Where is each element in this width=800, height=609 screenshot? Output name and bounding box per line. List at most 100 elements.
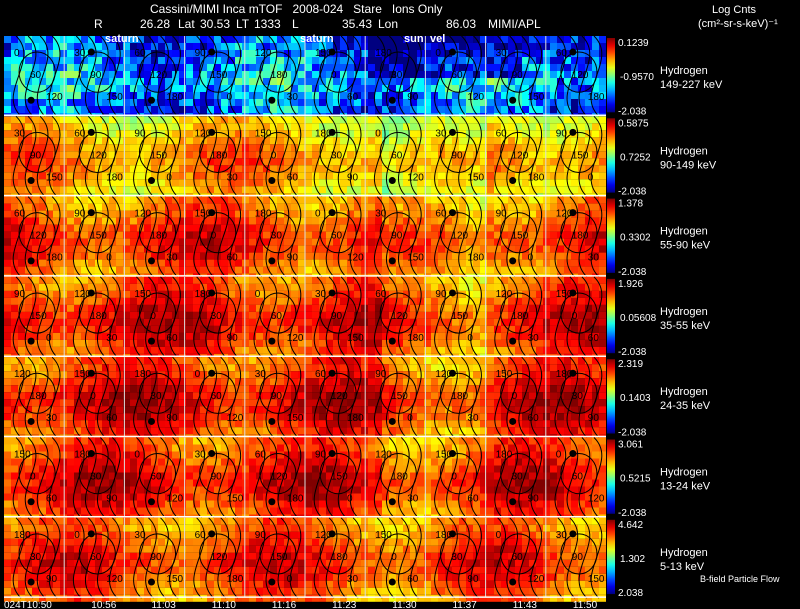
position-marker-dot xyxy=(388,578,396,586)
contour-label: 120 xyxy=(467,92,484,103)
contour-label: 60 xyxy=(496,128,508,139)
contour-label: 120 xyxy=(588,494,605,505)
contour-label: 120 xyxy=(512,150,529,161)
contour-label: 120 xyxy=(271,472,288,483)
position-marker-dot xyxy=(509,257,517,265)
contour-label: 180 xyxy=(331,552,348,563)
contour-label: 150 xyxy=(467,172,484,183)
contour-label: 120 xyxy=(195,128,212,139)
contour-label: 90 xyxy=(90,70,102,81)
lt-label: LT xyxy=(236,17,250,31)
lt-value: 1333 xyxy=(254,17,281,31)
position-marker-dot xyxy=(448,369,456,377)
r-label: R xyxy=(94,17,103,31)
contour-label: 30 xyxy=(211,311,223,322)
contour-label: 90 xyxy=(150,552,162,563)
contour-label: 90 xyxy=(496,209,508,220)
band-species-label: Hydrogen xyxy=(660,65,708,77)
contour-label: 180 xyxy=(74,450,91,461)
contour-label: 30 xyxy=(287,92,299,103)
contour-label: 90 xyxy=(74,209,86,220)
contour-label: 120 xyxy=(496,289,513,300)
position-marker-dot xyxy=(87,209,95,217)
contour-label: 180 xyxy=(14,530,31,541)
position-marker-dot xyxy=(448,209,456,217)
contour-label: 0 xyxy=(391,552,397,563)
contour-label: 180 xyxy=(134,369,151,380)
position-marker-dot xyxy=(569,450,577,458)
units-line1: Log Cnts xyxy=(712,4,757,16)
contour-label: 180 xyxy=(572,231,589,242)
band-species-label: Hydrogen xyxy=(660,386,708,398)
colorbar xyxy=(607,38,615,113)
contour-label: 180 xyxy=(227,574,244,585)
contour-label: 0 xyxy=(467,333,473,344)
position-marker-dot xyxy=(328,369,336,377)
colorbar-min-label: -2.038 xyxy=(618,347,647,358)
position-marker-dot xyxy=(208,289,216,297)
contour-label: 30 xyxy=(435,128,447,139)
position-marker-dot xyxy=(388,257,396,265)
contour-label: 0 xyxy=(331,70,337,81)
contour-label: 120 xyxy=(106,574,123,585)
contour-label: 30 xyxy=(407,494,419,505)
contour-label: 60 xyxy=(528,413,540,424)
contour-label: 90 xyxy=(391,231,403,242)
contour-label: 0 xyxy=(150,311,156,322)
position-marker-dot xyxy=(147,257,155,265)
position-marker-dot xyxy=(509,498,517,506)
contour-label: 90 xyxy=(407,92,419,103)
contour-label: 0 xyxy=(271,150,277,161)
position-marker-dot xyxy=(569,209,577,217)
colorbar-mid-label: 0.05608 xyxy=(620,313,657,324)
band-species-label: Hydrogen xyxy=(660,306,708,318)
position-marker-dot xyxy=(268,177,276,185)
band-energy-label: 35-55 keV xyxy=(660,320,711,332)
contour-label: 60 xyxy=(391,150,403,161)
contour-label: 0 xyxy=(106,253,112,264)
x-tick-label: 11:30 xyxy=(392,600,417,609)
contour-label: 30 xyxy=(556,530,568,541)
contour-label: 120 xyxy=(391,311,408,322)
position-marker-dot xyxy=(208,209,216,217)
contour-label: 0 xyxy=(14,48,20,59)
contour-label: 0 xyxy=(74,530,80,541)
contour-label: 0 xyxy=(451,472,457,483)
position-marker-dot xyxy=(268,417,276,425)
contour-label: 60 xyxy=(407,574,419,585)
position-marker-dot xyxy=(208,450,216,458)
contour-label: 0 xyxy=(528,253,534,264)
contour-label: 150 xyxy=(315,48,332,59)
contour-label: 180 xyxy=(588,92,605,103)
band-species-label: Hydrogen xyxy=(660,226,708,238)
position-marker-dot xyxy=(448,450,456,458)
contour-label: 60 xyxy=(315,369,327,380)
position-marker-dot xyxy=(388,417,396,425)
contour-label: 0 xyxy=(315,209,321,220)
contour-label: 30 xyxy=(150,391,162,402)
contour-label: 0 xyxy=(407,413,413,424)
contour-label: 60 xyxy=(572,472,584,483)
contour-label: 180 xyxy=(315,128,332,139)
lon-label: Lon xyxy=(378,17,399,31)
contour-label: 150 xyxy=(407,253,424,264)
contour-label: 60 xyxy=(271,311,283,322)
position-marker-dot xyxy=(509,96,517,104)
contour-label: 60 xyxy=(331,231,343,242)
position-marker-dot xyxy=(509,417,517,425)
header: Cassini/MIMI Inca mTOF 2008-024 Stare Io… xyxy=(0,0,800,36)
contour-label: 60 xyxy=(46,494,58,505)
contour-label: 120 xyxy=(30,231,47,242)
position-marker-dot xyxy=(147,177,155,185)
contour-label: 120 xyxy=(134,209,151,220)
position-marker-dot xyxy=(27,257,35,265)
contour-label: 30 xyxy=(375,209,387,220)
contour-label: 180 xyxy=(375,48,392,59)
lat-value: 30.53 xyxy=(200,17,231,31)
position-marker-dot xyxy=(208,128,216,136)
contour-label: 180 xyxy=(150,231,167,242)
band-species-label: Hydrogen xyxy=(660,467,708,479)
position-marker-dot xyxy=(328,450,336,458)
contour-label: 30 xyxy=(528,333,540,344)
